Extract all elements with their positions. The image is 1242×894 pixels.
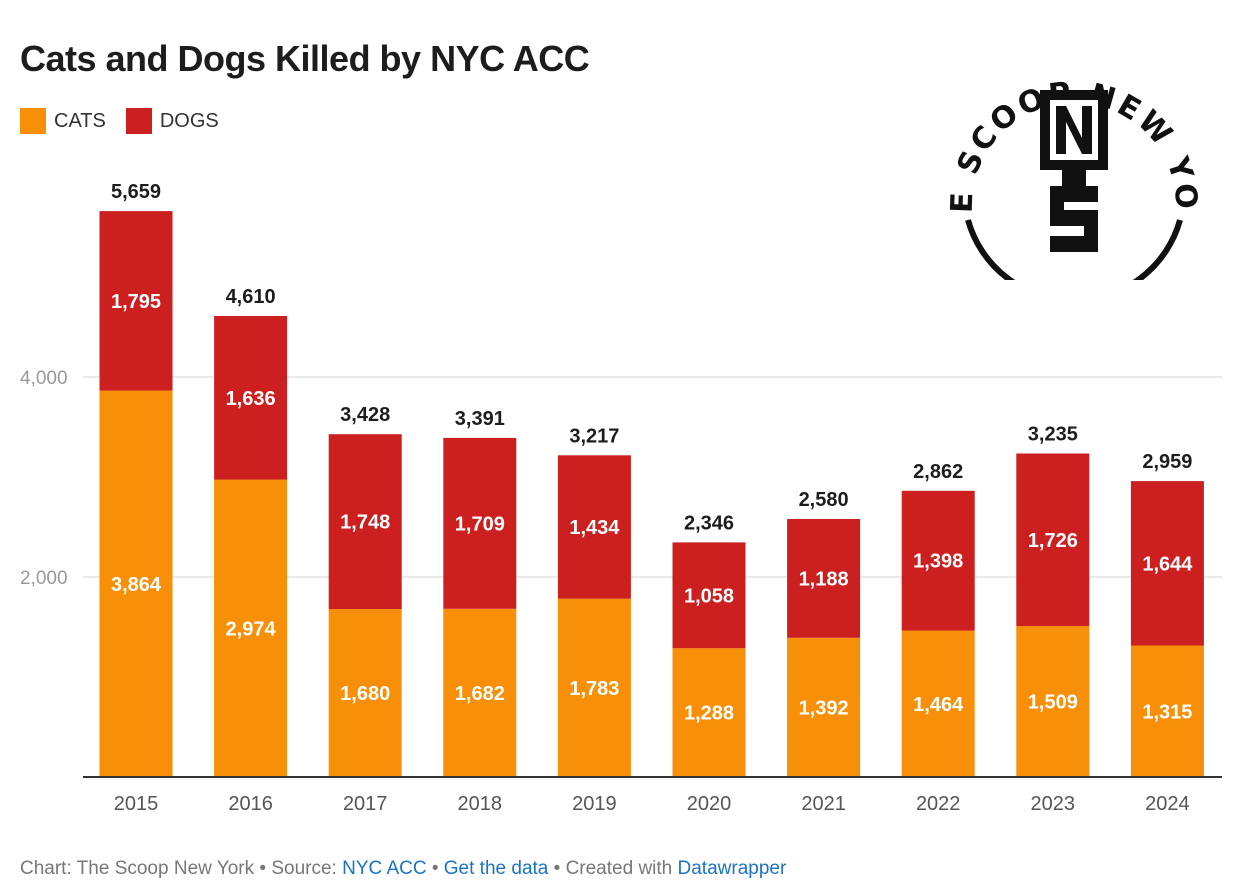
y-tick-label: 2,000	[20, 568, 68, 589]
x-tick-label-2018: 2018	[458, 793, 503, 815]
chart-title: Cats and Dogs Killed by NYC ACC	[20, 38, 590, 79]
data-label-cats-2024: 1,315	[1142, 701, 1192, 723]
chart-legend: CATS DOGS	[20, 108, 229, 134]
data-label-cats-2021: 1,392	[799, 697, 849, 719]
bar-dogs-2016	[214, 316, 288, 480]
data-label-dogs-2023: 1,726	[1028, 530, 1078, 552]
y-tick-label: 4,000	[20, 368, 68, 389]
legend-label-cats: CATS	[54, 109, 106, 132]
bar-cats-2019	[557, 598, 631, 777]
data-label-dogs-2018: 1,709	[455, 513, 505, 535]
x-tick-label-2017: 2017	[343, 793, 388, 815]
bar-cats-2016	[214, 479, 288, 777]
x-tick-label-2015: 2015	[114, 793, 159, 815]
x-tick-label-2016: 2016	[228, 793, 273, 815]
bar-dogs-2024	[1130, 481, 1204, 646]
data-label-cats-2016: 2,974	[226, 618, 277, 640]
legend-label-dogs: DOGS	[159, 109, 219, 132]
footer-separator: •	[426, 858, 444, 879]
data-label-cats-2022: 1,464	[913, 694, 964, 716]
bar-dogs-2021	[787, 519, 861, 638]
bar-dogs-2017	[328, 434, 402, 609]
x-tick-label-2024: 2024	[1145, 793, 1190, 815]
total-label-2017: 3,428	[340, 404, 390, 426]
data-label-cats-2015: 3,864	[111, 574, 162, 596]
footer-created-with: • Created with	[548, 858, 678, 879]
legend-item-cats: CATS	[20, 108, 106, 134]
bar-cats-2018	[443, 608, 517, 777]
bar-dogs-2019	[557, 455, 631, 599]
total-label-2021: 2,580	[799, 489, 849, 511]
legend-swatch-dogs	[125, 108, 152, 134]
total-label-2024: 2,959	[1142, 451, 1192, 473]
data-label-cats-2023: 1,509	[1028, 692, 1078, 714]
x-tick-label-2022: 2022	[916, 793, 961, 815]
bar-dogs-2020	[672, 542, 746, 649]
data-label-dogs-2024: 1,644	[1142, 553, 1193, 575]
legend-swatch-cats	[20, 108, 46, 134]
bar-cats-2021	[787, 637, 861, 777]
total-label-2020: 2,346	[684, 512, 734, 534]
legend-item-dogs: DOGS	[125, 108, 219, 134]
x-tick-label-2023: 2023	[1031, 793, 1076, 815]
chart-footer: Chart: The Scoop New York • Source: NYC …	[20, 858, 786, 880]
footer-credit: Chart: The Scoop New York • Source:	[20, 858, 343, 879]
data-label-dogs-2016: 1,636	[226, 388, 276, 410]
data-label-cats-2019: 1,783	[569, 678, 619, 700]
total-label-2023: 3,235	[1028, 424, 1078, 446]
bar-cats-2015	[99, 390, 173, 777]
total-label-2016: 4,610	[226, 286, 276, 308]
total-label-2018: 3,391	[455, 408, 505, 430]
scoop-new-york-logo: THE SCOOP NEW YORK	[940, 30, 1201, 280]
get-the-data-link[interactable]: Get the data	[443, 858, 549, 879]
data-label-dogs-2022: 1,398	[913, 551, 963, 573]
bar-dogs-2023	[1016, 453, 1090, 627]
data-label-dogs-2020: 1,058	[684, 585, 734, 607]
x-tick-label-2019: 2019	[572, 793, 617, 815]
bar-dogs-2022	[901, 490, 975, 631]
x-tick-label-2021: 2021	[801, 793, 846, 815]
data-label-dogs-2021: 1,188	[799, 568, 849, 590]
datawrapper-link[interactable]: Datawrapper	[677, 858, 787, 879]
bar-dogs-2015	[99, 211, 173, 391]
data-label-cats-2020: 1,288	[684, 703, 734, 725]
bar-dogs-2018	[443, 437, 517, 609]
total-label-2022: 2,862	[913, 461, 963, 483]
bar-cats-2022	[901, 630, 975, 777]
data-label-dogs-2015: 1,795	[111, 291, 161, 313]
total-label-2019: 3,217	[569, 425, 619, 447]
bar-cats-2023	[1016, 626, 1090, 777]
x-tick-label-2020: 2020	[687, 793, 732, 815]
bar-cats-2020	[672, 648, 746, 777]
data-label-dogs-2019: 1,434	[569, 517, 620, 539]
source-link[interactable]: NYC ACC	[342, 858, 427, 879]
total-label-2015: 5,659	[111, 181, 161, 203]
data-label-cats-2018: 1,682	[455, 683, 505, 705]
data-label-dogs-2017: 1,748	[340, 512, 390, 534]
bar-cats-2024	[1130, 645, 1204, 777]
data-label-cats-2017: 1,680	[340, 683, 390, 705]
bar-cats-2017	[328, 609, 402, 777]
